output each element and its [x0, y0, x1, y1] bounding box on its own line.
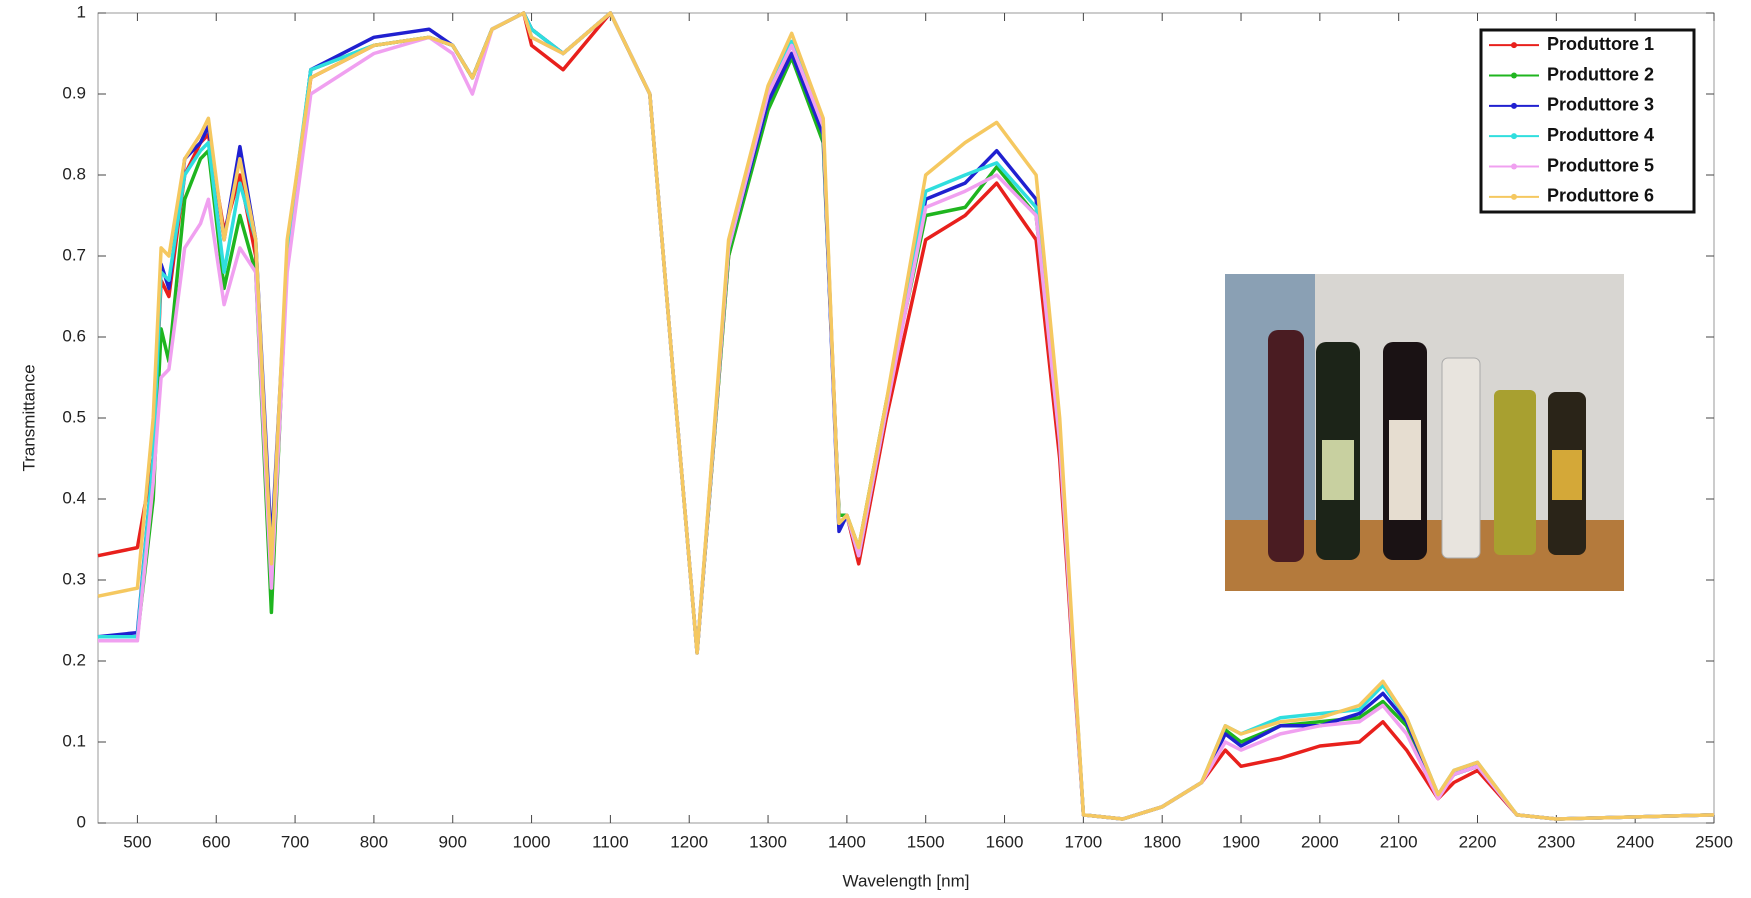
- legend-marker: [1511, 163, 1517, 170]
- x-tick-label: 2000: [1301, 832, 1339, 851]
- x-tick-label: 2500: [1695, 832, 1733, 851]
- series-line: [98, 11, 1715, 821]
- axes: 500 600 700 800 900 1000 1100 1200 1300 1400 1500 1…: [62, 2, 1733, 851]
- legend-marker: [1511, 133, 1517, 140]
- x-tick-label: 1900: [1222, 832, 1260, 851]
- legend-label: Produttore 1: [1547, 34, 1654, 54]
- legend-marker: [1511, 42, 1517, 49]
- bottle: [1268, 330, 1304, 562]
- x-tick-label: 1300: [749, 832, 787, 851]
- legend-marker: [1511, 102, 1517, 109]
- legend: Produttore 1 Produttore 2 Produttore 3 Prod…: [1479, 28, 1696, 214]
- y-tick-label: 0: [77, 812, 86, 831]
- y-tick-label: 0.7: [62, 245, 86, 264]
- legend-label: Produttore 3: [1547, 95, 1654, 115]
- x-tick-label: 1000: [513, 832, 551, 851]
- x-tick-label: 2300: [1537, 832, 1575, 851]
- x-tick-label: 700: [281, 832, 309, 851]
- bottle-label: [1389, 420, 1421, 520]
- y-tick-label: 0.2: [62, 650, 86, 669]
- x-tick-label: 600: [202, 832, 230, 851]
- bottle: [1441, 357, 1481, 559]
- y-tick-label: 1: [77, 2, 86, 21]
- x-tick-label: 1800: [1143, 832, 1181, 851]
- y-tick-label: 0.1: [62, 731, 86, 750]
- x-axis-label: Wavelength [nm]: [843, 871, 970, 890]
- y-tick-label: 0.8: [62, 164, 86, 183]
- bottle-label: [1322, 440, 1354, 500]
- x-tick-label: 1600: [986, 832, 1024, 851]
- x-tick-label: 900: [439, 832, 467, 851]
- y-tick-label: 0.5: [62, 407, 86, 426]
- legend-label: Produttore 6: [1547, 186, 1654, 206]
- bottle: [1494, 390, 1536, 555]
- x-tick-label: 1100: [592, 832, 629, 851]
- y-tick-label: 0.6: [62, 326, 86, 345]
- inset-photo: [1225, 274, 1624, 591]
- x-tick-label: 2100: [1380, 832, 1418, 851]
- x-tick-label: 1500: [907, 832, 945, 851]
- x-tick-label: 2200: [1459, 832, 1497, 851]
- x-tick-label: 2400: [1616, 832, 1654, 851]
- y-tick-label: 0.4: [62, 488, 86, 507]
- legend-label: Produttore 4: [1547, 125, 1654, 145]
- legend-box: [1479, 28, 1696, 214]
- y-tick-label: 0.3: [62, 569, 86, 588]
- y-axis-label: Transmittance: [19, 364, 38, 471]
- bottle-label: [1552, 450, 1582, 500]
- x-tick-label: 500: [123, 832, 151, 851]
- x-tick-label: 1700: [1064, 832, 1102, 851]
- legend-marker: [1511, 193, 1517, 200]
- legend-marker: [1511, 72, 1517, 79]
- x-tick-label: 1200: [670, 832, 708, 851]
- x-tick-label: 1400: [828, 832, 866, 851]
- series-line: [98, 11, 1715, 821]
- y-tick-label: 0.9: [62, 83, 86, 102]
- x-tick-label: 800: [360, 832, 388, 851]
- legend-label: Produttore 5: [1547, 155, 1654, 175]
- lines: [97, 11, 1715, 821]
- series-line: [97, 11, 1715, 821]
- legend-label: Produttore 2: [1547, 64, 1654, 84]
